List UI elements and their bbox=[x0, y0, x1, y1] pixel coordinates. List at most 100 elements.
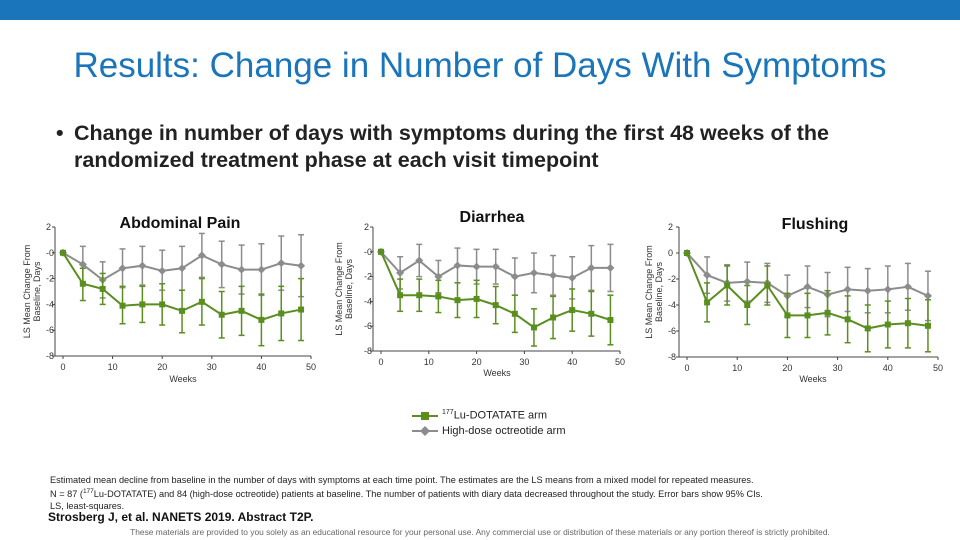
data-point bbox=[99, 285, 106, 292]
data-point bbox=[435, 293, 442, 300]
data-point bbox=[607, 317, 614, 323]
y-tick-label: 2 bbox=[364, 222, 369, 232]
y-tick-label: -4 bbox=[364, 296, 372, 306]
series-octreotide bbox=[59, 232, 306, 299]
y-tick-label: -2 bbox=[668, 274, 676, 284]
data-point bbox=[60, 249, 66, 256]
data-point bbox=[434, 272, 443, 281]
chart-panel-abdominal-pain: 2 -0 -2 -4 -6 -8 0 10 20 30 40 50 Abdominal Pain Week… bbox=[22, 215, 316, 384]
x-tick-label: 30 bbox=[519, 357, 529, 367]
data-point bbox=[704, 299, 711, 306]
data-point bbox=[824, 309, 831, 316]
disclaimer: These materials are provided to you sole… bbox=[130, 527, 830, 537]
data-point bbox=[416, 292, 423, 299]
data-point bbox=[903, 282, 912, 291]
chart-panel-diarrhea: 2 -0 -2 -4 -6 -8 0 10 20 30 40 50 Diarrhea Weeks LS Me… bbox=[334, 209, 625, 378]
data-point bbox=[397, 292, 404, 299]
data-point bbox=[744, 302, 751, 308]
data-point bbox=[804, 312, 811, 319]
data-point bbox=[118, 264, 127, 273]
citation: Strosberg J, et al. NANETS 2019. Abstrac… bbox=[48, 510, 314, 524]
data-point bbox=[924, 322, 931, 329]
y-tick-label: -6 bbox=[46, 325, 54, 335]
bullet-point: • Change in number of days with symptoms… bbox=[56, 120, 936, 174]
footnote: Estimated mean decline from baseline in … bbox=[50, 474, 930, 512]
data-point bbox=[510, 272, 519, 281]
y-tick-label: -8 bbox=[364, 346, 372, 356]
x-tick-label: 20 bbox=[782, 363, 792, 373]
y-tick-label: -6 bbox=[364, 321, 372, 331]
x-axis-label: Weeks bbox=[799, 374, 827, 384]
data-point bbox=[587, 263, 596, 272]
data-point bbox=[218, 311, 225, 318]
y-tick-label: -8 bbox=[668, 352, 676, 362]
data-point bbox=[904, 320, 911, 327]
series-lutetium bbox=[378, 248, 614, 347]
data-point bbox=[415, 256, 424, 265]
data-point bbox=[396, 268, 405, 277]
x-tick-label: 50 bbox=[615, 357, 625, 367]
legend: 177Lu-DOTATATE arm High-dose octreotide … bbox=[412, 408, 566, 438]
data-point bbox=[453, 261, 462, 270]
data-point bbox=[378, 248, 384, 255]
data-point bbox=[197, 251, 206, 260]
y-tick-label: -4 bbox=[668, 300, 676, 310]
data-point bbox=[257, 265, 266, 274]
data-point bbox=[764, 282, 771, 289]
data-point bbox=[119, 302, 126, 309]
legend-label-lutetium: 177Lu-DOTATATE arm bbox=[442, 409, 547, 422]
y-tick-label: 2 bbox=[46, 222, 51, 232]
legend-item-octreotide: High-dose octreotide arm bbox=[412, 423, 566, 438]
x-tick-label: 40 bbox=[567, 357, 577, 367]
data-point bbox=[588, 310, 595, 317]
y-tick-label: -6 bbox=[668, 326, 676, 336]
data-point bbox=[179, 307, 186, 314]
data-point bbox=[78, 260, 87, 269]
series-octreotide bbox=[377, 243, 615, 300]
x-axis-label: Weeks bbox=[169, 374, 197, 384]
data-point bbox=[803, 282, 812, 291]
data-point bbox=[844, 316, 851, 323]
data-point bbox=[178, 264, 187, 273]
data-point bbox=[743, 277, 752, 286]
data-point bbox=[237, 265, 246, 274]
data-point bbox=[883, 285, 892, 294]
chart-title: Abdominal Pain bbox=[120, 215, 241, 232]
x-tick-label: 50 bbox=[306, 362, 316, 372]
data-point bbox=[79, 280, 86, 287]
data-point bbox=[684, 250, 690, 256]
y-tick-label: -2 bbox=[364, 272, 372, 282]
data-point bbox=[238, 307, 245, 314]
data-point bbox=[298, 306, 305, 313]
data-point bbox=[454, 297, 461, 304]
y-axis-label: LS Mean Change FromBaseline, Days bbox=[644, 245, 664, 339]
data-point bbox=[258, 316, 265, 323]
x-tick-label: 50 bbox=[933, 363, 943, 373]
x-tick-label: 10 bbox=[424, 357, 434, 367]
data-point bbox=[923, 291, 932, 300]
y-tick-label: -8 bbox=[46, 351, 54, 361]
y-tick-label: -0 bbox=[46, 248, 54, 258]
x-tick-label: 10 bbox=[732, 363, 742, 373]
data-point bbox=[491, 262, 500, 271]
data-point bbox=[884, 321, 891, 328]
bullet-text: Change in number of days with symptoms d… bbox=[74, 121, 830, 172]
data-point bbox=[159, 301, 166, 308]
data-point bbox=[138, 261, 147, 270]
y-tick-label: 0 bbox=[668, 248, 673, 258]
page-title: Results: Change in Number of Days With S… bbox=[73, 46, 887, 85]
footnote-line-3: LS, least-squares. bbox=[50, 501, 125, 512]
data-point bbox=[297, 261, 306, 270]
data-point bbox=[703, 271, 712, 280]
data-point bbox=[472, 262, 481, 271]
x-tick-label: 0 bbox=[60, 362, 65, 372]
chart-title: Flushing bbox=[782, 216, 849, 233]
y-tick-label: -2 bbox=[46, 274, 54, 284]
data-point bbox=[569, 307, 576, 314]
bullet-glyph: • bbox=[56, 121, 64, 145]
x-tick-label: 40 bbox=[883, 363, 893, 373]
data-point bbox=[784, 312, 791, 319]
data-point bbox=[724, 282, 731, 289]
